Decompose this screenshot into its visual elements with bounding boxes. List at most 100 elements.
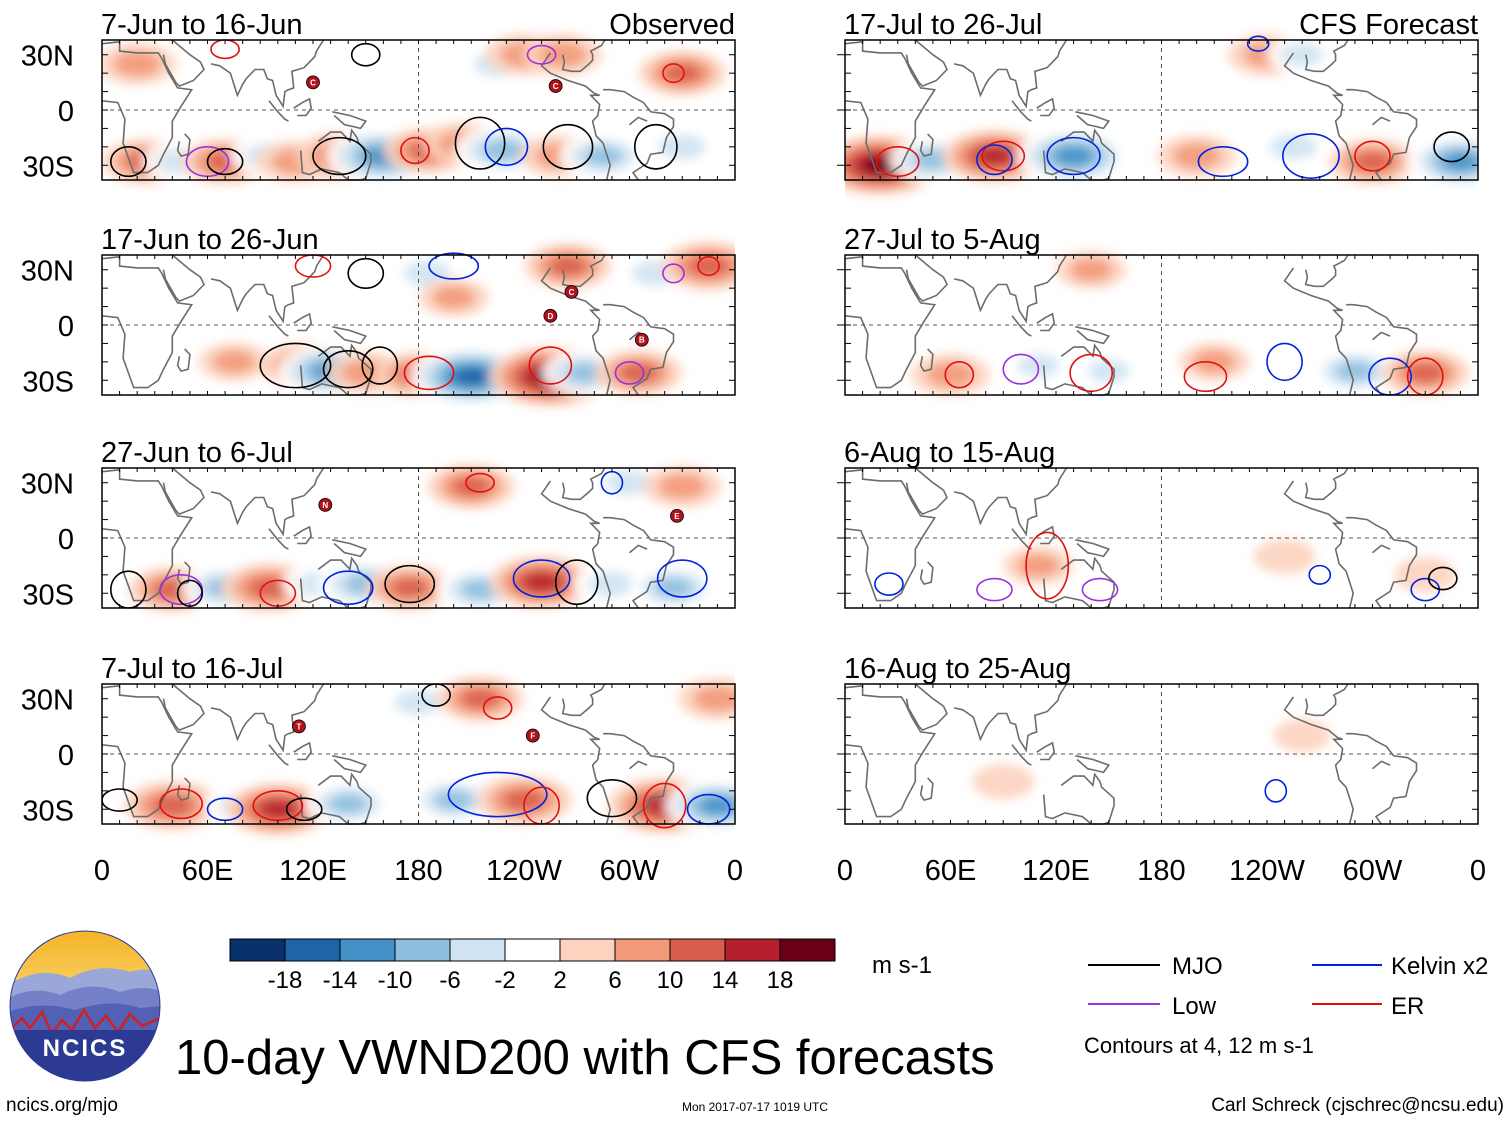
wind-anomaly-cell xyxy=(523,573,560,592)
wind-anomaly-cell xyxy=(902,764,964,800)
storm-marker xyxy=(634,332,649,347)
coastline xyxy=(919,561,934,586)
coastline xyxy=(603,516,675,609)
wave-contour xyxy=(642,782,687,829)
wind-anomaly-cell xyxy=(926,362,975,388)
coastline xyxy=(1304,683,1349,717)
coastline xyxy=(603,732,675,825)
wind-anomaly-cell xyxy=(654,577,693,598)
coastline xyxy=(162,39,205,88)
coastline xyxy=(905,467,948,516)
wave-contour xyxy=(1433,131,1471,163)
lon-label: 0 xyxy=(727,855,743,887)
coastline xyxy=(332,111,368,130)
coastline xyxy=(162,254,205,303)
wind-anomaly-cell xyxy=(1394,557,1457,593)
coastlines xyxy=(845,467,1418,609)
coastline xyxy=(561,683,606,717)
coastline xyxy=(1036,312,1056,332)
wind-shading xyxy=(884,474,1457,593)
wind-anomaly-cell xyxy=(1095,557,1158,593)
panel-period: 7-Jun to 16-Jun xyxy=(101,9,303,41)
logo-text: NCICS xyxy=(43,1035,128,1062)
wind-anomaly-cell xyxy=(619,363,658,383)
coastline xyxy=(1346,516,1418,609)
colorbar-tick-label: 18 xyxy=(767,967,794,994)
wave-contours xyxy=(1264,778,1288,803)
wave-contour xyxy=(312,136,367,176)
coastline xyxy=(1042,343,1115,396)
coastline xyxy=(905,39,948,88)
ncics-logo: NCICS xyxy=(9,930,161,1082)
coastline xyxy=(1283,696,1355,825)
coastline xyxy=(102,40,194,174)
wave-contour xyxy=(206,147,244,176)
panel-period: 7-Jul to 16-Jul xyxy=(101,653,283,685)
wind-anomaly-cell xyxy=(687,255,730,277)
lat-label: 30S xyxy=(22,366,74,398)
wind-anomaly-cell xyxy=(1269,134,1318,160)
wind-anomaly-cell xyxy=(658,134,707,160)
wind-anomaly-cell xyxy=(1281,43,1324,67)
coastline xyxy=(561,254,606,288)
wind-anomaly-cell xyxy=(248,577,290,599)
coastline xyxy=(845,684,937,818)
coastline xyxy=(293,312,313,332)
coastline xyxy=(845,40,937,174)
panel-tag: CFS Forecast xyxy=(1299,9,1478,41)
colorbar-tick-label: 6 xyxy=(608,967,621,994)
map-panel: 27-Jul to 5-Aug xyxy=(837,224,1479,396)
legend-note: Contours at 4, 12 m s-1 xyxy=(1084,1033,1314,1058)
lon-label: 180 xyxy=(1137,855,1185,887)
lon-label: 60E xyxy=(925,855,977,887)
wind-anomaly-cell xyxy=(390,577,429,598)
lon-label: 180 xyxy=(394,855,442,887)
wind-anomaly-cell xyxy=(663,63,702,84)
coastline xyxy=(1036,97,1056,117)
coastline xyxy=(268,528,289,550)
wave-contour xyxy=(976,144,1013,176)
lat-label: 30N xyxy=(21,685,74,717)
wave-contours xyxy=(259,252,720,391)
colorbar-tick-label: 14 xyxy=(712,967,739,994)
coastline xyxy=(540,52,612,181)
website-link[interactable]: ncics.org/mjo xyxy=(6,1095,118,1116)
coastline xyxy=(1042,772,1115,825)
panel-period: 17-Jul to 26-Jul xyxy=(844,9,1042,41)
coastline xyxy=(1075,111,1111,130)
coastline xyxy=(628,544,648,554)
wave-contour xyxy=(1354,140,1391,172)
coastline xyxy=(299,772,372,825)
wave-contour xyxy=(976,577,1013,602)
coastlines xyxy=(102,683,675,825)
wave-contours xyxy=(874,531,1458,602)
wind-anomaly-cell xyxy=(1087,359,1130,383)
colorbar-swatch xyxy=(229,938,286,962)
wave-contour xyxy=(1264,778,1288,803)
wave-contour xyxy=(1266,342,1303,382)
tropical-cyclone-icon: T xyxy=(292,719,306,734)
coastline xyxy=(268,315,289,337)
panel-period: 17-Jun to 26-Jun xyxy=(101,224,319,256)
wave-contour xyxy=(322,349,374,389)
coastlines xyxy=(845,39,1418,181)
coastline xyxy=(210,39,325,109)
coastline xyxy=(299,556,372,609)
storm-letter: D xyxy=(547,312,553,321)
coastline xyxy=(1371,544,1391,554)
coastline xyxy=(1042,556,1115,609)
lon-label: 120E xyxy=(279,855,347,887)
wind-anomaly-cell xyxy=(1273,718,1331,753)
wave-contour xyxy=(633,123,678,170)
coastlines xyxy=(102,254,675,396)
lat-label: 0 xyxy=(58,524,74,556)
storm-letter: B xyxy=(639,336,645,345)
wave-contour xyxy=(1308,564,1332,585)
right-panels: 17-Jul to 26-Jul CFS Forecast 27-Jul to 5-… xyxy=(837,9,1479,825)
wave-contour xyxy=(454,116,506,170)
colorbar: -18 -14 -10 -6 -2 2 6 10 14 18 xyxy=(229,938,836,994)
map-panel: N E 30N 0 30S 27-Jun to 6-Jul xyxy=(21,437,736,613)
coastline xyxy=(268,744,289,766)
map-panel: 17-Jul to 26-Jul CFS Forecast xyxy=(837,9,1479,196)
